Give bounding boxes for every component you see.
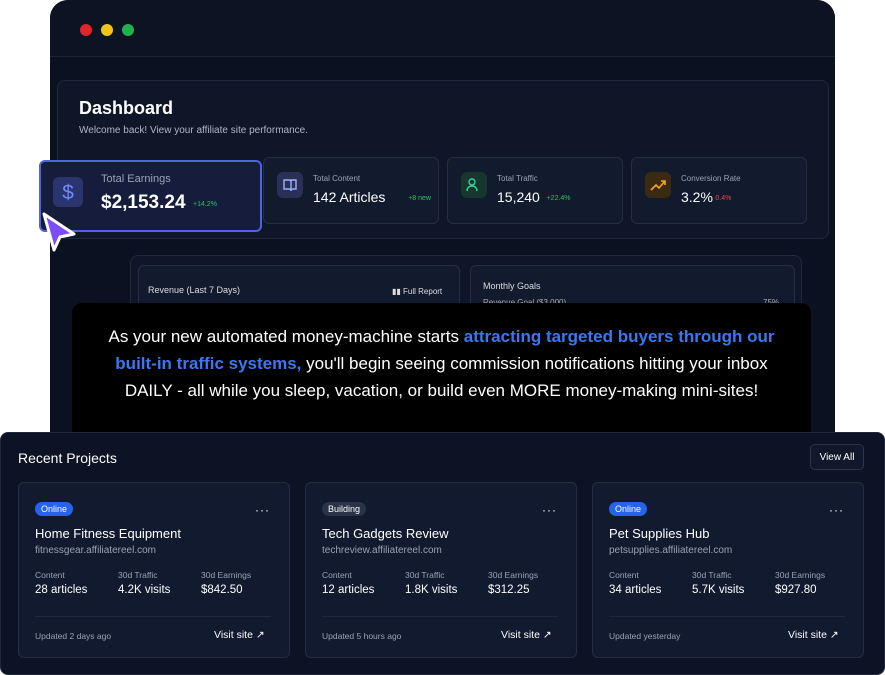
visit-site-text[interactable]: Visit site xyxy=(788,629,827,641)
dashboard-subtitle: Welcome back! View your affiliate site p… xyxy=(79,125,308,136)
project-divider xyxy=(35,616,271,617)
project-url: techreview.affiliatereel.com xyxy=(322,545,442,556)
project-stat-value: $842.50 xyxy=(201,584,243,596)
close-dot xyxy=(80,24,92,36)
stat-icon xyxy=(461,172,487,198)
svg-text:$: $ xyxy=(62,181,74,204)
stat-label: Total Content xyxy=(313,174,361,183)
icon: $ xyxy=(62,181,74,204)
project-stat-label: 30d Earnings xyxy=(201,570,252,580)
icon xyxy=(466,178,478,192)
project-stat-value: $927.80 xyxy=(775,584,817,596)
menu-button[interactable]: ··· xyxy=(829,503,844,517)
stat-icon: $ xyxy=(53,177,83,207)
project-name: Tech Gadgets Review xyxy=(322,526,449,541)
project-stat-value: 1.8K visits xyxy=(405,584,458,596)
project-url: fitnessgear.affiliatereel.com xyxy=(35,545,156,556)
project-divider xyxy=(322,616,558,617)
icon xyxy=(283,179,297,192)
project-name: Home Fitness Equipment xyxy=(35,526,181,541)
visit-site-link[interactable]: Visit site ↗ xyxy=(501,629,552,641)
project-stat-label: 30d Earnings xyxy=(775,570,826,580)
project-stat-label: 30d Traffic xyxy=(405,570,445,580)
goals-title: Monthly Goals xyxy=(483,281,541,291)
stat-value: 15,240 xyxy=(497,189,540,205)
goal-percent: 75% xyxy=(763,298,779,307)
maximize-dot xyxy=(122,24,134,36)
project-stat-value: 12 articles xyxy=(322,584,375,596)
external-icon[interactable]: ↗ xyxy=(826,629,839,641)
stat-change: +14.2% xyxy=(193,201,217,208)
recent-projects-title: Recent Projects xyxy=(18,450,117,466)
stat-change: 0.4% xyxy=(715,195,732,202)
updated-text: Updated 2 days ago xyxy=(35,631,112,641)
full-report-link[interactable]: ▮▮ Full Report xyxy=(392,287,443,296)
visit-site-text[interactable]: Visit site xyxy=(501,629,540,641)
callout: As your new automated money-machine star… xyxy=(72,303,811,448)
stat-icon xyxy=(277,172,303,198)
stat-icon xyxy=(645,172,671,198)
stat-value: 3.2% xyxy=(681,189,713,205)
stat-label: Total Traffic xyxy=(497,174,538,183)
stat-card xyxy=(631,157,807,224)
stat-value: 142 Articles xyxy=(313,189,386,205)
external-icon[interactable]: ↗ xyxy=(252,629,265,641)
project-card xyxy=(18,482,290,658)
stat-value: $2,153.24 xyxy=(101,192,186,213)
external-icon[interactable]: ↗ xyxy=(539,629,552,641)
visit-site-link[interactable]: Visit site ↗ xyxy=(214,629,265,641)
title-bar xyxy=(50,0,835,57)
project-stat-value: 34 articles xyxy=(609,584,662,596)
updated-text: Updated yesterday xyxy=(609,631,681,641)
stat-label: Conversion Rate xyxy=(681,174,741,183)
project-divider xyxy=(609,616,845,617)
status-badge: Online xyxy=(609,502,648,516)
callout-text: As your new automated money-machine star… xyxy=(108,327,464,346)
goal-label: Revenue Goal ($3,000) xyxy=(483,298,566,307)
menu-button[interactable]: ··· xyxy=(255,503,270,517)
stat-change: +8 new xyxy=(408,195,431,202)
stat-label: Total Earnings xyxy=(101,173,171,185)
callout-highlight: attracting targeted buyers through our b… xyxy=(115,327,775,373)
project-stat-label: Content xyxy=(35,570,65,580)
project-stat-value: $312.25 xyxy=(488,584,530,596)
minimize-dot xyxy=(101,24,113,36)
project-url: petsupplies.affiliatereel.com xyxy=(609,545,733,556)
cursor-arrow xyxy=(42,212,76,252)
project-stat-label: 30d Traffic xyxy=(118,570,158,580)
dashboard-title: Dashboard xyxy=(79,98,174,118)
icon xyxy=(650,180,666,191)
revenue-title: Revenue (Last 7 Days) xyxy=(148,285,241,295)
project-name: Pet Supplies Hub xyxy=(609,526,710,541)
callout-text: you'll begin seeing commission notificat… xyxy=(124,354,768,400)
visit-site-link[interactable]: Visit site ↗ xyxy=(788,629,839,641)
view-all-button[interactable]: View All xyxy=(810,444,864,470)
project-stat-value: 5.7K visits xyxy=(692,584,745,596)
project-stat-value: 4.2K visits xyxy=(118,584,171,596)
project-stat-label: Content xyxy=(609,570,639,580)
stat-change: +22.4% xyxy=(546,195,571,202)
visit-site-text[interactable]: Visit site xyxy=(214,629,253,641)
status-badge: Building xyxy=(322,502,367,516)
status-badge: Online xyxy=(35,502,74,516)
project-stat-label: Content xyxy=(322,570,352,580)
full-report-text[interactable]: Full Report xyxy=(403,287,443,296)
menu-button[interactable]: ··· xyxy=(542,503,557,517)
project-stat-value: 28 articles xyxy=(35,584,88,596)
updated-text: Updated 5 hours ago xyxy=(322,631,402,641)
cursor xyxy=(42,212,76,252)
project-stat-label: 30d Traffic xyxy=(692,570,732,580)
project-stat-label: 30d Earnings xyxy=(488,570,539,580)
